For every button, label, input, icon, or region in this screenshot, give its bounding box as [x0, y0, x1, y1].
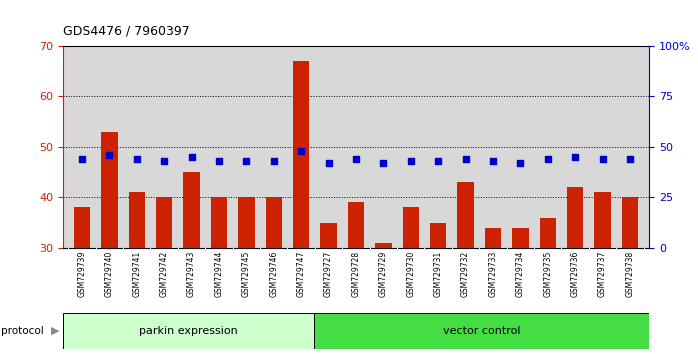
Text: GSM729730: GSM729730 [406, 251, 415, 297]
Bar [156, 198, 172, 248]
Point [460, 156, 471, 162]
Bar [594, 192, 611, 248]
Bar [567, 187, 584, 248]
Bar [74, 207, 90, 248]
FancyBboxPatch shape [314, 313, 649, 349]
Bar [348, 202, 364, 248]
Text: vector control: vector control [443, 326, 521, 336]
Point [378, 160, 389, 166]
Point [186, 154, 197, 160]
Text: GSM729742: GSM729742 [160, 251, 169, 297]
Bar [484, 228, 501, 248]
Text: GSM729747: GSM729747 [297, 251, 306, 297]
Point [323, 160, 334, 166]
Point [104, 152, 115, 158]
Bar [375, 243, 392, 248]
Text: GSM729734: GSM729734 [516, 251, 525, 297]
Bar [403, 207, 419, 248]
Bar [265, 198, 282, 248]
Text: parkin expression: parkin expression [139, 326, 238, 336]
Point [76, 156, 87, 162]
Text: GSM729744: GSM729744 [214, 251, 223, 297]
Bar [101, 132, 118, 248]
Text: GSM729746: GSM729746 [269, 251, 279, 297]
Bar [512, 228, 528, 248]
Text: GSM729727: GSM729727 [324, 251, 333, 297]
Point [131, 156, 142, 162]
Bar [320, 223, 337, 248]
Bar [293, 61, 309, 248]
Text: GSM729731: GSM729731 [433, 251, 443, 297]
Text: GSM729739: GSM729739 [77, 251, 87, 297]
Text: GSM729741: GSM729741 [133, 251, 141, 297]
Text: GSM729737: GSM729737 [598, 251, 607, 297]
Bar [211, 198, 228, 248]
Text: GSM729728: GSM729728 [352, 251, 360, 297]
Bar [540, 217, 556, 248]
Text: protocol: protocol [1, 326, 43, 336]
Point [542, 156, 554, 162]
Point [625, 156, 636, 162]
Point [158, 158, 170, 164]
Bar [238, 198, 255, 248]
Text: GSM729733: GSM729733 [489, 251, 498, 297]
Text: GSM729740: GSM729740 [105, 251, 114, 297]
Point [350, 156, 362, 162]
Point [241, 158, 252, 164]
Text: GSM729736: GSM729736 [571, 251, 579, 297]
Point [515, 160, 526, 166]
Point [487, 158, 498, 164]
Bar [457, 182, 474, 248]
Bar [622, 198, 638, 248]
Text: GSM729729: GSM729729 [379, 251, 388, 297]
Text: ▶: ▶ [51, 326, 59, 336]
FancyBboxPatch shape [63, 313, 314, 349]
Point [597, 156, 608, 162]
Bar [184, 172, 200, 248]
Bar [128, 192, 145, 248]
Text: GSM729732: GSM729732 [461, 251, 470, 297]
Point [214, 158, 225, 164]
Point [268, 158, 279, 164]
Text: GSM729735: GSM729735 [543, 251, 552, 297]
Text: GSM729745: GSM729745 [242, 251, 251, 297]
Point [295, 148, 306, 154]
Point [433, 158, 444, 164]
Bar [430, 223, 447, 248]
Text: GDS4476 / 7960397: GDS4476 / 7960397 [63, 25, 190, 38]
Point [406, 158, 417, 164]
Text: GSM729743: GSM729743 [187, 251, 196, 297]
Text: GSM729738: GSM729738 [625, 251, 634, 297]
Point [570, 154, 581, 160]
